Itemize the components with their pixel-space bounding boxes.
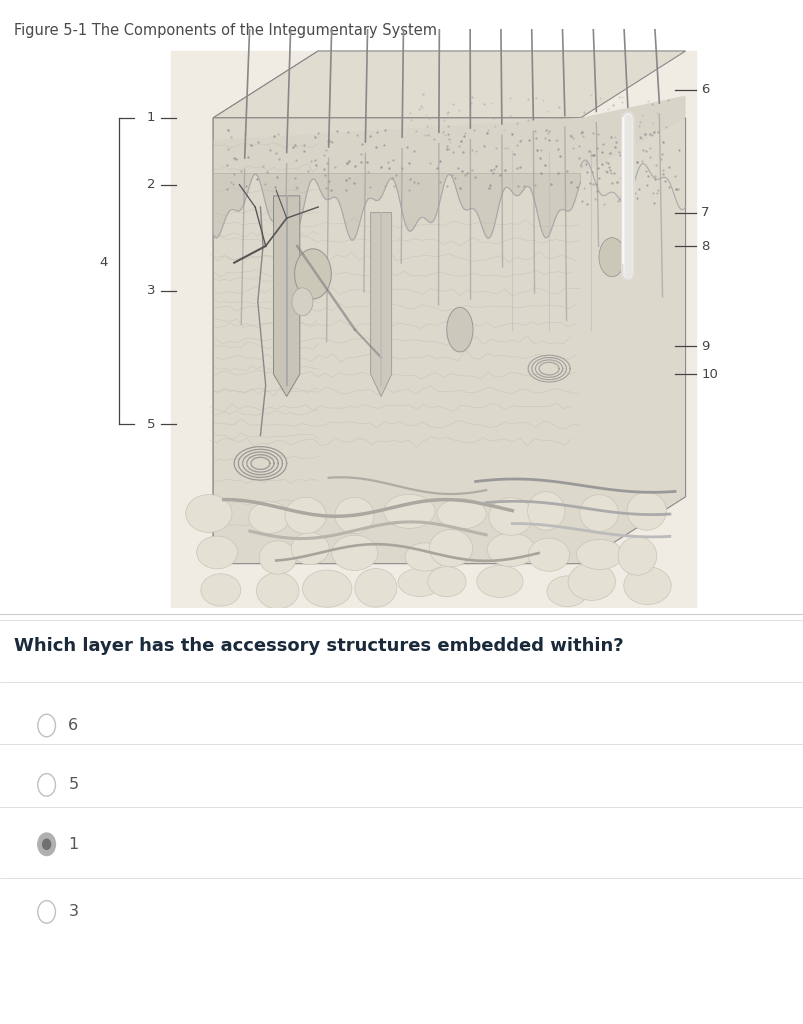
Ellipse shape xyxy=(579,495,618,531)
Polygon shape xyxy=(370,213,391,396)
Ellipse shape xyxy=(284,498,326,534)
Ellipse shape xyxy=(437,499,486,528)
Ellipse shape xyxy=(626,492,666,530)
Text: 9: 9 xyxy=(700,340,709,353)
Ellipse shape xyxy=(185,495,232,532)
Ellipse shape xyxy=(446,307,472,352)
Ellipse shape xyxy=(527,492,564,530)
Text: 1: 1 xyxy=(68,837,79,852)
Ellipse shape xyxy=(546,575,587,606)
Ellipse shape xyxy=(598,238,625,276)
Polygon shape xyxy=(273,196,300,396)
Ellipse shape xyxy=(197,537,238,569)
Text: 4: 4 xyxy=(100,256,108,269)
Ellipse shape xyxy=(354,568,397,607)
Ellipse shape xyxy=(302,570,352,607)
Polygon shape xyxy=(213,51,685,118)
Ellipse shape xyxy=(248,502,289,534)
Ellipse shape xyxy=(291,532,328,564)
Ellipse shape xyxy=(623,566,671,604)
Ellipse shape xyxy=(568,563,615,600)
Text: 6: 6 xyxy=(700,84,709,96)
Ellipse shape xyxy=(487,534,535,566)
Text: 5: 5 xyxy=(68,777,79,793)
Text: Figure 5-1 The Components of the Integumentary System: Figure 5-1 The Components of the Integum… xyxy=(14,23,437,38)
Ellipse shape xyxy=(294,249,331,299)
Text: 5: 5 xyxy=(147,418,155,431)
Text: Which layer has the accessory structures embedded within?: Which layer has the accessory structures… xyxy=(14,637,623,655)
Ellipse shape xyxy=(576,540,622,569)
Ellipse shape xyxy=(332,536,377,570)
Ellipse shape xyxy=(259,541,296,574)
Polygon shape xyxy=(213,51,318,563)
Text: 2: 2 xyxy=(147,178,155,191)
Bar xyxy=(171,51,695,608)
Ellipse shape xyxy=(335,498,373,534)
Text: 10: 10 xyxy=(700,368,717,381)
Ellipse shape xyxy=(256,572,299,609)
Ellipse shape xyxy=(528,539,569,571)
Circle shape xyxy=(43,840,51,849)
Ellipse shape xyxy=(427,566,466,597)
Ellipse shape xyxy=(476,565,523,597)
Text: 7: 7 xyxy=(700,206,709,219)
Ellipse shape xyxy=(405,543,445,571)
Text: 6: 6 xyxy=(68,718,79,733)
Ellipse shape xyxy=(429,529,472,567)
Ellipse shape xyxy=(397,568,441,596)
Text: 3: 3 xyxy=(68,904,78,920)
Text: 3: 3 xyxy=(147,284,155,297)
Ellipse shape xyxy=(291,288,312,315)
Ellipse shape xyxy=(201,573,240,606)
Text: 1: 1 xyxy=(147,112,155,124)
Circle shape xyxy=(38,834,55,856)
Ellipse shape xyxy=(618,537,656,575)
Polygon shape xyxy=(213,95,685,173)
Polygon shape xyxy=(213,140,580,241)
Polygon shape xyxy=(213,118,685,563)
Ellipse shape xyxy=(488,498,532,536)
Ellipse shape xyxy=(383,495,434,528)
Text: 8: 8 xyxy=(700,240,709,253)
